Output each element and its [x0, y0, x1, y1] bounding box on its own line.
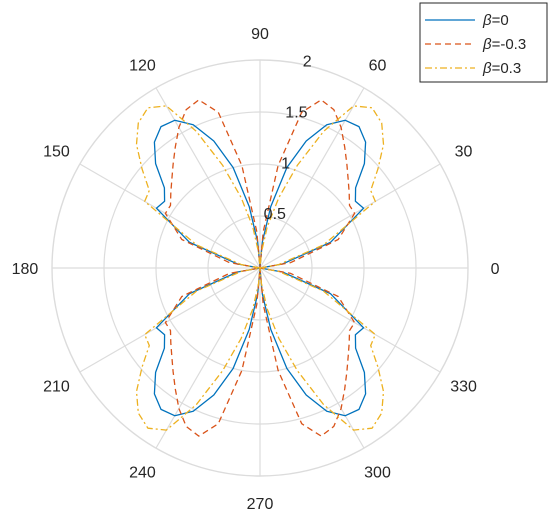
- r-tick-label-1-5: 1.5: [285, 104, 307, 121]
- grid-spoke-120: [155, 87, 261, 269]
- theta-tick-label-0: 0: [491, 261, 500, 278]
- theta-tick-label-180: 180: [12, 261, 39, 278]
- polar-grid: [51, 59, 469, 477]
- theta-tick-label-270: 270: [247, 496, 274, 513]
- theta-tick-label-300: 300: [364, 465, 391, 482]
- grid-spoke-150: [79, 163, 261, 269]
- series-curve-2: [135, 105, 385, 431]
- theta-tick-labels: 0 30 60 90 120 150 180 210 240 270 300 330: [12, 26, 500, 513]
- legend-entry-beta-neg-0-3: β=-0.3: [425, 36, 526, 53]
- theta-tick-label-60: 60: [369, 57, 387, 74]
- r-tick-label-2: 2: [303, 54, 312, 71]
- legend-label-beta-0-3: β=0.3: [482, 60, 521, 77]
- r-tick-label-1: 1: [281, 155, 290, 172]
- theta-tick-label-240: 240: [129, 465, 156, 482]
- series-layer: [135, 99, 385, 437]
- legend-box: [419, 2, 548, 83]
- r-tick-label-0-5: 0.5: [264, 206, 286, 223]
- grid-spoke-210: [79, 267, 261, 373]
- grid-spoke-60: [259, 87, 365, 269]
- legend-entry-beta-0: β=0: [425, 12, 509, 29]
- theta-tick-label-120: 120: [129, 57, 156, 74]
- legend: β=0 β=-0.3 β=0.3: [419, 2, 548, 83]
- theta-tick-label-90: 90: [251, 26, 269, 43]
- theta-tick-label-330: 330: [450, 379, 477, 396]
- grid-spoke-300: [259, 267, 365, 449]
- grid-spoke-30: [259, 163, 441, 269]
- theta-tick-label-210: 210: [43, 379, 70, 396]
- r-tick-labels: 0.5 1 1.5 2: [264, 54, 312, 224]
- grid-spoke-330: [259, 267, 441, 373]
- legend-entry-beta-0-3: β=0.3: [425, 60, 521, 77]
- grid-spoke-240: [155, 267, 261, 449]
- theta-tick-label-150: 150: [43, 143, 70, 160]
- legend-label-beta-0: β=0: [482, 12, 509, 29]
- legend-label-beta-neg-0-3: β=-0.3: [482, 36, 526, 53]
- theta-tick-label-30: 30: [455, 143, 473, 160]
